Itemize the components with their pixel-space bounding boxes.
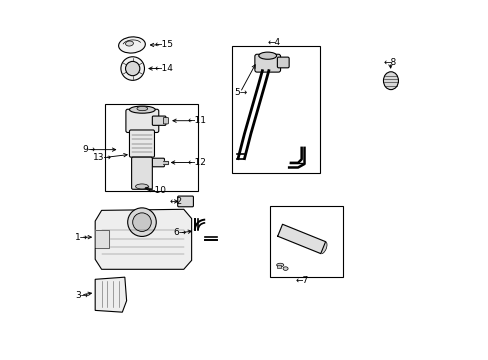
Ellipse shape <box>135 184 148 189</box>
Text: 3→: 3→ <box>75 291 88 300</box>
FancyBboxPatch shape <box>152 116 165 125</box>
Text: 13→: 13→ <box>92 153 111 162</box>
Bar <box>270 206 343 277</box>
Ellipse shape <box>137 107 147 111</box>
Ellipse shape <box>283 267 287 270</box>
Text: ←7: ←7 <box>295 276 308 285</box>
Polygon shape <box>95 230 108 248</box>
Ellipse shape <box>281 230 286 234</box>
Text: ←10: ←10 <box>148 185 167 194</box>
Ellipse shape <box>129 106 155 113</box>
Bar <box>277 265 281 267</box>
Ellipse shape <box>319 242 326 254</box>
Ellipse shape <box>119 37 145 53</box>
Text: 5→: 5→ <box>234 88 247 97</box>
Ellipse shape <box>289 233 296 238</box>
Circle shape <box>127 208 156 237</box>
FancyBboxPatch shape <box>163 117 168 124</box>
Ellipse shape <box>276 263 283 267</box>
FancyBboxPatch shape <box>277 57 288 68</box>
Text: ←11: ←11 <box>187 116 206 125</box>
FancyBboxPatch shape <box>125 109 159 132</box>
Text: 6→: 6→ <box>173 228 186 237</box>
Text: 9→: 9→ <box>82 145 95 154</box>
Bar <box>231 46 319 173</box>
Text: ←2: ←2 <box>169 197 182 206</box>
Circle shape <box>121 57 144 80</box>
FancyBboxPatch shape <box>131 157 152 189</box>
Ellipse shape <box>383 72 398 90</box>
FancyBboxPatch shape <box>129 130 154 157</box>
FancyBboxPatch shape <box>254 54 280 72</box>
Ellipse shape <box>125 41 133 46</box>
Text: ←8: ←8 <box>382 58 396 67</box>
Polygon shape <box>95 277 126 312</box>
Text: ←4: ←4 <box>267 38 281 47</box>
Text: ←14: ←14 <box>154 64 173 73</box>
Bar <box>105 104 198 192</box>
Circle shape <box>125 62 140 76</box>
FancyBboxPatch shape <box>152 158 164 167</box>
Polygon shape <box>277 224 325 253</box>
Circle shape <box>132 213 151 231</box>
Ellipse shape <box>258 52 276 59</box>
FancyBboxPatch shape <box>177 196 193 207</box>
Polygon shape <box>95 209 191 269</box>
Text: ←12: ←12 <box>187 158 206 167</box>
Text: 1→: 1→ <box>75 233 88 242</box>
Text: ←15: ←15 <box>154 40 173 49</box>
Polygon shape <box>163 161 167 164</box>
